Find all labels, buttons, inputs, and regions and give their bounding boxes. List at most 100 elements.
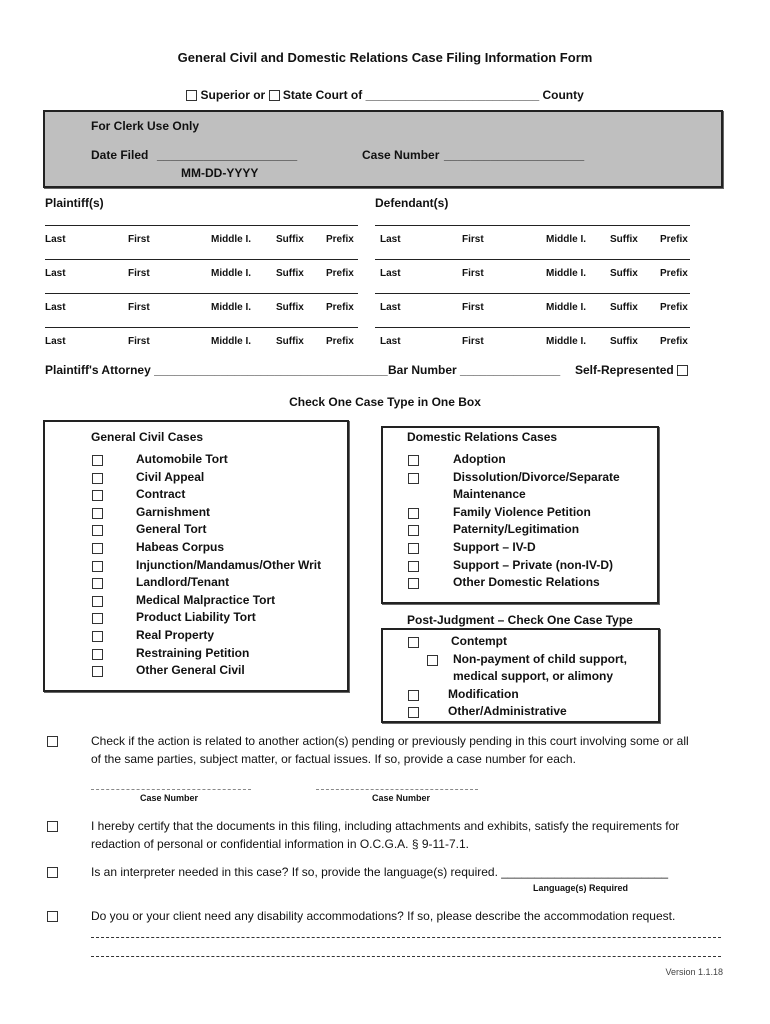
general-civil-checkbox[interactable] bbox=[92, 507, 103, 519]
defendant-column-label: Suffix bbox=[610, 268, 638, 279]
domestic-checkbox[interactable] bbox=[408, 507, 419, 519]
plaintiff-column-label: Last bbox=[45, 234, 66, 245]
general-civil-checkbox[interactable] bbox=[92, 472, 103, 484]
defendant-column-label: Last bbox=[380, 302, 401, 313]
plaintiff-column-label: Prefix bbox=[326, 234, 354, 245]
defendant-column-label: Prefix bbox=[660, 234, 688, 245]
plaintiff-name-field[interactable] bbox=[45, 259, 358, 260]
date-format-hint: MM-DD-YYYY bbox=[181, 166, 259, 180]
case-number-label: Case Number bbox=[362, 148, 440, 162]
related-action-text-1: Check if the action is related to anothe… bbox=[91, 734, 689, 748]
general-civil-checkbox[interactable] bbox=[92, 595, 103, 607]
general-civil-checkbox[interactable] bbox=[92, 525, 103, 537]
plaintiff-column-label: Suffix bbox=[276, 268, 304, 279]
defendant-name-field[interactable] bbox=[375, 259, 690, 260]
self-represented-label: Self-Represented bbox=[575, 363, 674, 377]
plaintiff-column-label: Middle I. bbox=[211, 302, 251, 313]
general-civil-checkbox[interactable] bbox=[92, 613, 103, 625]
superior-label: Superior or bbox=[200, 88, 266, 102]
defendant-column-label: Suffix bbox=[610, 336, 638, 347]
general-civil-checkbox[interactable] bbox=[92, 666, 103, 678]
plaintiff-column-label: First bbox=[128, 336, 150, 347]
general-civil-item-label: Injunction/Mandamus/Other Writ bbox=[136, 557, 322, 572]
post-judgment-item-label: Non-payment of child support, bbox=[453, 651, 627, 666]
accommodation-field-1[interactable] bbox=[91, 937, 721, 938]
clerk-use-box bbox=[43, 110, 723, 188]
bar-number-label: Bar Number bbox=[388, 363, 457, 377]
accommodation-field-2[interactable] bbox=[91, 956, 721, 957]
domestic-checkbox[interactable] bbox=[408, 543, 419, 554]
general-civil-checkbox[interactable] bbox=[92, 648, 103, 660]
plaintiff-column-label: Suffix bbox=[276, 302, 304, 313]
domestic-checkbox[interactable] bbox=[408, 472, 419, 484]
plaintiff-heading: Plaintiff(s) bbox=[45, 196, 104, 210]
defendant-name-field[interactable] bbox=[375, 327, 690, 328]
related-case-number-field-1[interactable] bbox=[91, 789, 251, 790]
plaintiff-column-label: Prefix bbox=[326, 336, 354, 347]
interpreter-text[interactable]: Is an interpreter needed in this case? I… bbox=[91, 865, 669, 879]
domestic-item-label: Support – Private (non-IV-D) bbox=[453, 557, 614, 572]
self-represented-checkbox[interactable] bbox=[677, 365, 689, 377]
general-civil-item-label: Automobile Tort bbox=[136, 452, 228, 466]
post-judgment-checkbox[interactable] bbox=[408, 707, 419, 719]
plaintiff-column-label: Prefix bbox=[326, 268, 354, 279]
domestic-checkbox[interactable] bbox=[408, 525, 419, 537]
domestic-item-label: Family Violence Petition bbox=[453, 504, 591, 519]
defendant-name-field[interactable] bbox=[375, 293, 690, 294]
plaintiff-name-field[interactable] bbox=[45, 293, 358, 294]
disability-checkbox[interactable] bbox=[47, 911, 58, 922]
defendant-name-field[interactable] bbox=[375, 225, 690, 226]
bar-number-line: Bar Number _______________ bbox=[388, 363, 560, 377]
domestic-checkbox[interactable] bbox=[408, 455, 419, 466]
general-civil-checkbox[interactable] bbox=[92, 631, 103, 642]
bar-number-field[interactable]: _______________ bbox=[460, 363, 561, 377]
general-civil-item-label: Product Liability Tort bbox=[136, 610, 256, 625]
plaintiff-name-field[interactable] bbox=[45, 225, 358, 226]
general-civil-checkbox[interactable] bbox=[92, 455, 103, 466]
post-judgment-checkbox[interactable] bbox=[408, 637, 419, 648]
post-judgment-checkbox[interactable] bbox=[427, 654, 438, 666]
state-court-checkbox[interactable] bbox=[268, 90, 280, 102]
plaintiff-column-label: First bbox=[128, 234, 150, 245]
domestic-checkbox[interactable] bbox=[408, 578, 419, 590]
domestic-checkbox[interactable] bbox=[408, 560, 419, 572]
general-civil-item-label: Real Property bbox=[136, 628, 215, 642]
general-civil-item-label: Contract bbox=[136, 487, 186, 502]
interpreter-checkbox[interactable] bbox=[47, 867, 58, 878]
superior-checkbox[interactable] bbox=[186, 90, 198, 102]
plaintiff-name-field[interactable] bbox=[45, 327, 358, 328]
defendant-column-label: First bbox=[462, 234, 484, 245]
defendant-column-label: Middle I. bbox=[546, 268, 586, 279]
date-filed-field[interactable]: _____________________ bbox=[157, 148, 298, 162]
general-civil-checkbox[interactable] bbox=[92, 578, 103, 590]
general-civil-checkbox[interactable] bbox=[92, 490, 103, 502]
attorney-field[interactable]: ___________________________________ bbox=[154, 363, 388, 377]
general-civil-checkbox[interactable] bbox=[92, 560, 103, 572]
defendant-column-label: Middle I. bbox=[546, 234, 586, 245]
case-number-field[interactable]: _____________________ bbox=[444, 148, 585, 162]
general-civil-item-label: Civil Appeal bbox=[136, 469, 205, 484]
general-civil-item-label: General Tort bbox=[136, 522, 207, 537]
domestic-item-label: Support – IV-D bbox=[453, 540, 536, 554]
defendant-column-label: Middle I. bbox=[546, 336, 586, 347]
related-action-checkbox[interactable] bbox=[47, 736, 58, 747]
general-civil-heading: General Civil Cases bbox=[91, 430, 204, 444]
plaintiff-column-label: Last bbox=[45, 336, 66, 347]
post-judgment-item-label: Modification bbox=[448, 686, 519, 701]
county-field[interactable]: __________________________ bbox=[365, 88, 540, 102]
general-civil-checkbox[interactable] bbox=[92, 543, 103, 554]
plaintiff-column-label: Last bbox=[45, 268, 66, 279]
domestic-heading: Domestic Relations Cases bbox=[407, 430, 558, 444]
attorney-line: Plaintiff's Attorney ___________________… bbox=[45, 363, 388, 377]
plaintiff-column-label: Middle I. bbox=[211, 234, 251, 245]
self-represented: Self-Represented bbox=[575, 363, 689, 377]
general-civil-item-label: Landlord/Tenant bbox=[136, 575, 230, 590]
related-case-number-field-2[interactable] bbox=[316, 789, 478, 790]
plaintiff-column-label: Middle I. bbox=[211, 336, 251, 347]
case-type-heading: Check One Case Type in One Box bbox=[289, 395, 481, 409]
post-judgment-checkbox[interactable] bbox=[408, 689, 419, 701]
plaintiff-column-label: Suffix bbox=[276, 336, 304, 347]
certify-checkbox[interactable] bbox=[47, 821, 58, 832]
defendant-column-label: Middle I. bbox=[546, 302, 586, 313]
domestic-item-label: Paternity/Legitimation bbox=[453, 522, 580, 537]
